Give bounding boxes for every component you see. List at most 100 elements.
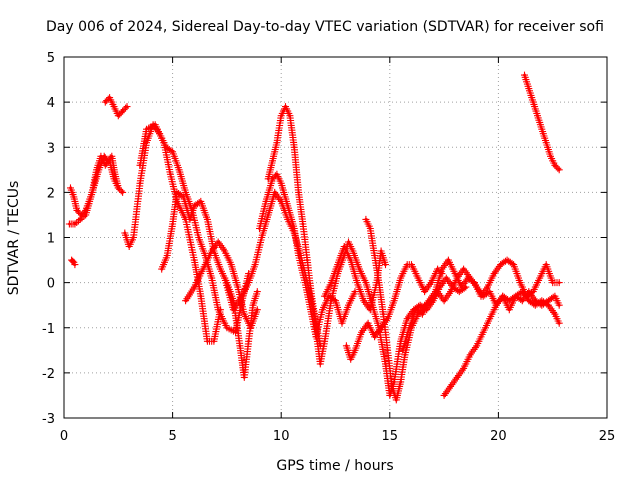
data-point [336,263,340,266]
data-point [531,100,535,104]
data-point [440,267,444,271]
data-point [165,254,169,257]
data-point [401,348,405,352]
data-point [377,281,381,284]
data-point [384,263,387,266]
data-point [210,276,214,280]
data-point [523,73,526,77]
data-point [138,181,142,185]
data-point [416,276,420,280]
data-point [507,299,511,303]
data-point [533,299,537,303]
data-point [414,308,418,312]
data-point [236,285,240,289]
data-point [364,218,368,221]
series-arc-b [65,152,122,228]
data-point [527,299,531,303]
data-point [392,299,396,303]
data-point [251,303,255,307]
data-point [318,362,322,366]
data-point [288,114,292,118]
x-tick-label: 25 [599,429,616,444]
data-point [394,398,398,402]
data-point [297,191,300,194]
y-tick-label: -1 [42,322,55,337]
data-point [557,168,561,172]
data-point [78,218,82,221]
data-point [321,308,324,312]
data-point [73,222,77,226]
data-point [364,281,368,284]
data-point [453,272,457,275]
data-point [199,294,203,298]
x-tick-label: 10 [273,429,290,444]
data-point [95,168,98,172]
data-point [373,254,376,257]
series-arc-o [399,256,563,354]
axis-ticks: 0 5 10 15 20 25 -3 -2 -1 0 1 2 3 4 5 [42,51,615,444]
data-point [527,87,531,90]
data-point [434,290,437,293]
data-point [340,321,344,325]
data-point [444,276,448,280]
data-point [305,258,309,262]
data-point [73,263,77,266]
y-tick-label: -3 [42,412,55,427]
data-point [462,267,465,271]
data-point [210,249,214,253]
data-point [405,317,409,321]
series-arc-h [182,238,261,332]
data-point [514,294,518,298]
data-point [360,330,363,334]
data-point [373,335,376,339]
data-point [520,290,524,293]
y-tick-label: 3 [47,141,55,156]
data-point [323,339,326,343]
series-arc-d [101,94,131,120]
data-point [362,299,366,303]
series-arc-k [264,103,324,350]
data-point [449,290,452,293]
data-point [327,294,331,298]
data-point [486,285,489,289]
data-point [544,263,548,266]
data-point [75,209,79,212]
data-point [225,326,229,330]
data-point [557,321,561,325]
data-point [536,114,539,118]
data-point [423,290,426,293]
data-point [442,394,446,397]
data-point [197,236,201,239]
y-tick-label: 0 [47,277,55,292]
x-axis-label: GPS time / hours [276,458,393,474]
data-point [531,290,535,293]
data-point [427,299,431,303]
data-point [266,177,270,181]
data-point [203,254,207,257]
data-point [329,281,333,284]
data-point [429,281,433,284]
data-point [145,127,148,131]
data-point [399,380,403,384]
data-point [206,339,209,343]
data-point [171,222,175,226]
data-point [160,267,164,271]
series-arc-f [136,121,224,345]
data-point [127,245,131,248]
data-point [112,177,116,181]
data-point [199,200,203,203]
data-point [123,231,127,235]
data-point [390,385,394,388]
data-point [366,321,370,325]
data-point [219,308,222,312]
data-point [442,299,446,303]
data-point [255,290,259,293]
data-point [410,263,413,266]
data-point [457,290,461,293]
data-point [229,263,233,266]
data-point [518,281,522,284]
data-point [342,245,346,248]
data-point [286,218,290,221]
data-point [275,141,279,145]
data-point [436,267,439,271]
